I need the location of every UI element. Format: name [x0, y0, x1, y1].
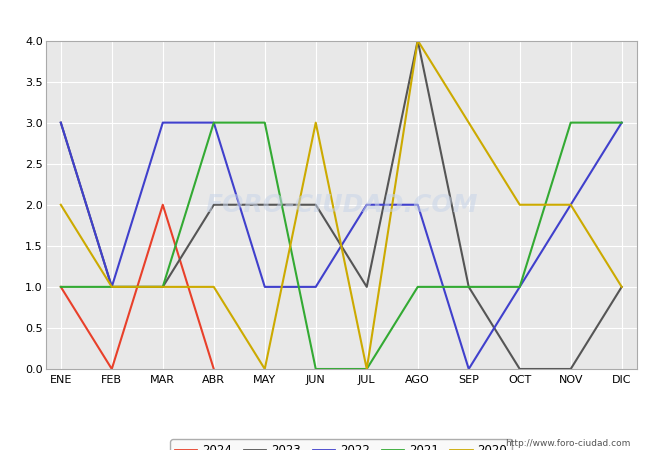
2021: [210, 120, 218, 126]
2020: [261, 366, 268, 372]
2020: [363, 366, 370, 372]
2020: [567, 202, 575, 207]
Text: Matriculaciones de Vehiculos en Llocnou d'En Fenollet: Matriculaciones de Vehiculos en Llocnou …: [127, 13, 523, 28]
Line: 2021: 2021: [61, 123, 621, 369]
2023: [414, 38, 422, 43]
2022: [567, 202, 575, 207]
2023: [465, 284, 473, 290]
2022: [261, 284, 268, 290]
2023: [312, 202, 320, 207]
2021: [363, 366, 370, 372]
2021: [516, 284, 524, 290]
2023: [261, 202, 268, 207]
2023: [210, 202, 218, 207]
2020: [57, 202, 65, 207]
2021: [618, 120, 625, 126]
2020: [159, 284, 166, 290]
2021: [57, 284, 65, 290]
2022: [312, 284, 320, 290]
2020: [210, 284, 218, 290]
2021: [108, 284, 116, 290]
2023: [516, 366, 524, 372]
2024: [57, 284, 65, 290]
2023: [57, 120, 65, 126]
2020: [414, 38, 422, 43]
Line: 2020: 2020: [61, 40, 621, 369]
2020: [312, 120, 320, 126]
2022: [618, 120, 625, 126]
Line: 2024: 2024: [61, 205, 214, 369]
2023: [618, 284, 625, 290]
2021: [261, 120, 268, 126]
Line: 2022: 2022: [61, 123, 621, 369]
2024: [210, 366, 218, 372]
2022: [210, 120, 218, 126]
Line: 2023: 2023: [61, 40, 621, 369]
Text: FORO-CIUDAD.COM: FORO-CIUDAD.COM: [205, 193, 478, 217]
2021: [567, 120, 575, 126]
2024: [108, 366, 116, 372]
2023: [159, 284, 166, 290]
2020: [516, 202, 524, 207]
2022: [465, 366, 473, 372]
2022: [363, 202, 370, 207]
2022: [159, 120, 166, 126]
Legend: 2024, 2023, 2022, 2021, 2020: 2024, 2023, 2022, 2021, 2020: [170, 439, 512, 450]
2021: [159, 284, 166, 290]
2024: [159, 202, 166, 207]
2020: [465, 120, 473, 126]
2023: [567, 366, 575, 372]
2022: [516, 284, 524, 290]
2022: [108, 284, 116, 290]
Text: http://www.foro-ciudad.com: http://www.foro-ciudad.com: [505, 439, 630, 448]
2023: [363, 284, 370, 290]
2022: [414, 202, 422, 207]
2022: [57, 120, 65, 126]
2021: [465, 284, 473, 290]
2020: [618, 284, 625, 290]
2021: [312, 366, 320, 372]
2023: [108, 284, 116, 290]
2021: [414, 284, 422, 290]
2020: [108, 284, 116, 290]
